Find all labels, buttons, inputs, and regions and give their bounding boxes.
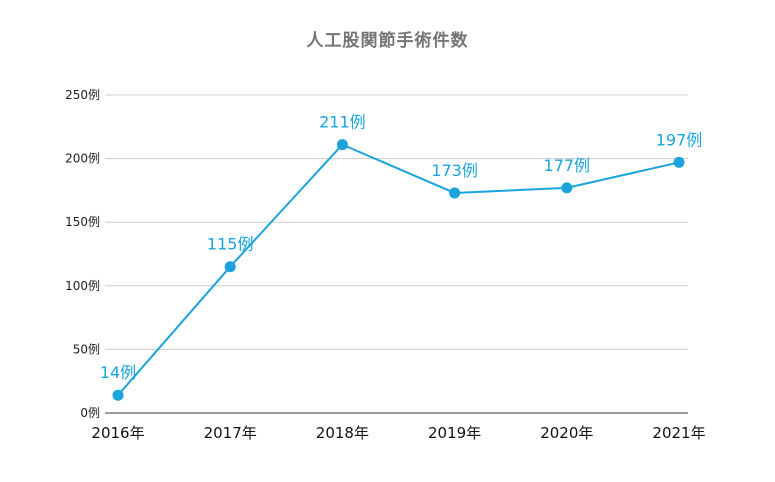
x-tick-label: 2016年 bbox=[91, 424, 144, 442]
data-point bbox=[336, 139, 348, 151]
data-label: 197例 bbox=[656, 130, 703, 149]
series-line-group bbox=[117, 143, 680, 396]
data-point bbox=[224, 261, 236, 273]
series-line bbox=[117, 143, 680, 396]
data-label: 14例 bbox=[100, 363, 136, 382]
y-tick-label: 50例 bbox=[73, 342, 100, 356]
x-tick-label: 2020年 bbox=[540, 424, 593, 442]
gridlines bbox=[105, 94, 688, 350]
y-tick-label: 150例 bbox=[65, 215, 100, 229]
axes: 0例 50例 100例 150例 200例 250例 2016年 2017年 2018年 2019… bbox=[65, 88, 706, 442]
data-labels: 14例 115例 211例 173例 177例 197例 bbox=[100, 113, 702, 383]
data-point bbox=[561, 182, 573, 194]
chart-title: 人工股関節手術件数 bbox=[306, 31, 469, 51]
data-label: 177例 bbox=[544, 156, 591, 175]
data-point bbox=[673, 156, 685, 168]
y-tick-label: 200例 bbox=[65, 152, 100, 166]
data-label: 173例 bbox=[431, 161, 478, 180]
x-tick-label: 2019年 bbox=[428, 424, 481, 442]
data-point bbox=[112, 389, 124, 401]
data-label: 115例 bbox=[207, 235, 254, 254]
x-tick-label: 2017年 bbox=[204, 424, 257, 442]
y-tick-label: 0例 bbox=[80, 406, 100, 420]
data-label: 211例 bbox=[319, 113, 366, 132]
y-tick-label: 100例 bbox=[65, 279, 100, 293]
y-tick-label: 250例 bbox=[65, 88, 100, 102]
data-point bbox=[449, 187, 461, 199]
data-points bbox=[112, 139, 685, 401]
x-tick-label: 2018年 bbox=[316, 424, 369, 442]
x-tick-label: 2021年 bbox=[652, 424, 705, 442]
